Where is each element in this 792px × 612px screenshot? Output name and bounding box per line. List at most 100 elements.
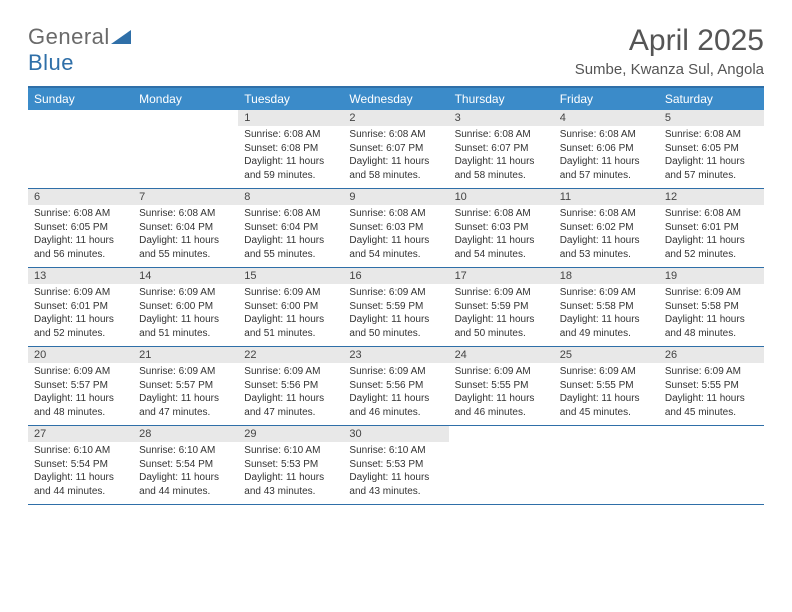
day-detail: Sunrise: 6:09 AMSunset: 6:01 PMDaylight:… [28,284,133,344]
day-cell-empty [659,426,764,504]
day-detail: Sunrise: 6:08 AMSunset: 6:04 PMDaylight:… [238,205,343,265]
day-detail: Sunrise: 6:08 AMSunset: 6:04 PMDaylight:… [133,205,238,265]
day-cell-22: 22Sunrise: 6:09 AMSunset: 5:56 PMDayligh… [238,347,343,425]
day-detail: Sunrise: 6:09 AMSunset: 5:58 PMDaylight:… [554,284,659,344]
day-number [133,110,238,126]
day-number: 19 [659,268,764,284]
day-number: 20 [28,347,133,363]
day-number: 28 [133,426,238,442]
day-cell-empty [449,426,554,504]
day-number: 2 [343,110,448,126]
day-number: 15 [238,268,343,284]
day-detail: Sunrise: 6:09 AMSunset: 6:00 PMDaylight:… [133,284,238,344]
day-number: 25 [554,347,659,363]
day-number: 27 [28,426,133,442]
day-number: 12 [659,189,764,205]
day-cell-17: 17Sunrise: 6:09 AMSunset: 5:59 PMDayligh… [449,268,554,346]
day-cell-23: 23Sunrise: 6:09 AMSunset: 5:56 PMDayligh… [343,347,448,425]
brand-logo: GeneralBlue [28,24,131,76]
brand-part2: Blue [28,50,74,75]
day-cell-5: 5Sunrise: 6:08 AMSunset: 6:05 PMDaylight… [659,110,764,188]
title-block: April 2025 Sumbe, Kwanza Sul, Angola [575,24,764,78]
day-number: 18 [554,268,659,284]
location-text: Sumbe, Kwanza Sul, Angola [575,61,764,78]
day-cell-1: 1Sunrise: 6:08 AMSunset: 6:08 PMDaylight… [238,110,343,188]
day-detail: Sunrise: 6:09 AMSunset: 5:57 PMDaylight:… [28,363,133,423]
day-detail: Sunrise: 6:09 AMSunset: 5:57 PMDaylight:… [133,363,238,423]
day-cell-29: 29Sunrise: 6:10 AMSunset: 5:53 PMDayligh… [238,426,343,504]
day-cell-27: 27Sunrise: 6:10 AMSunset: 5:54 PMDayligh… [28,426,133,504]
day-detail: Sunrise: 6:09 AMSunset: 6:00 PMDaylight:… [238,284,343,344]
day-detail: Sunrise: 6:09 AMSunset: 5:56 PMDaylight:… [238,363,343,423]
header: GeneralBlue April 2025 Sumbe, Kwanza Sul… [28,24,764,78]
day-cell-21: 21Sunrise: 6:09 AMSunset: 5:57 PMDayligh… [133,347,238,425]
day-detail: Sunrise: 6:09 AMSunset: 5:59 PMDaylight:… [343,284,448,344]
day-detail: Sunrise: 6:09 AMSunset: 5:55 PMDaylight:… [554,363,659,423]
day-number [554,426,659,442]
calendar-week: 20Sunrise: 6:09 AMSunset: 5:57 PMDayligh… [28,347,764,426]
day-cell-20: 20Sunrise: 6:09 AMSunset: 5:57 PMDayligh… [28,347,133,425]
day-detail: Sunrise: 6:08 AMSunset: 6:06 PMDaylight:… [554,126,659,186]
day-cell-26: 26Sunrise: 6:09 AMSunset: 5:55 PMDayligh… [659,347,764,425]
day-cell-6: 6Sunrise: 6:08 AMSunset: 6:05 PMDaylight… [28,189,133,267]
calendar-week: 6Sunrise: 6:08 AMSunset: 6:05 PMDaylight… [28,189,764,268]
day-cell-8: 8Sunrise: 6:08 AMSunset: 6:04 PMDaylight… [238,189,343,267]
dow-wednesday: Wednesday [343,88,448,110]
day-detail: Sunrise: 6:09 AMSunset: 5:56 PMDaylight:… [343,363,448,423]
day-number: 14 [133,268,238,284]
dow-friday: Friday [554,88,659,110]
day-cell-11: 11Sunrise: 6:08 AMSunset: 6:02 PMDayligh… [554,189,659,267]
page-title: April 2025 [575,24,764,57]
day-detail: Sunrise: 6:08 AMSunset: 6:07 PMDaylight:… [449,126,554,186]
day-number [449,426,554,442]
day-number: 13 [28,268,133,284]
day-detail: Sunrise: 6:08 AMSunset: 6:03 PMDaylight:… [343,205,448,265]
day-number: 17 [449,268,554,284]
day-number: 11 [554,189,659,205]
day-cell-15: 15Sunrise: 6:09 AMSunset: 6:00 PMDayligh… [238,268,343,346]
calendar-week: 1Sunrise: 6:08 AMSunset: 6:08 PMDaylight… [28,110,764,189]
day-number: 26 [659,347,764,363]
day-number: 24 [449,347,554,363]
day-cell-2: 2Sunrise: 6:08 AMSunset: 6:07 PMDaylight… [343,110,448,188]
day-cell-14: 14Sunrise: 6:09 AMSunset: 6:00 PMDayligh… [133,268,238,346]
day-cell-24: 24Sunrise: 6:09 AMSunset: 5:55 PMDayligh… [449,347,554,425]
day-number: 29 [238,426,343,442]
day-cell-30: 30Sunrise: 6:10 AMSunset: 5:53 PMDayligh… [343,426,448,504]
day-cell-empty [133,110,238,188]
day-detail: Sunrise: 6:08 AMSunset: 6:05 PMDaylight:… [28,205,133,265]
day-number: 1 [238,110,343,126]
day-detail: Sunrise: 6:08 AMSunset: 6:02 PMDaylight:… [554,205,659,265]
day-detail: Sunrise: 6:08 AMSunset: 6:01 PMDaylight:… [659,205,764,265]
day-cell-16: 16Sunrise: 6:09 AMSunset: 5:59 PMDayligh… [343,268,448,346]
calendar-week: 27Sunrise: 6:10 AMSunset: 5:54 PMDayligh… [28,426,764,505]
day-detail: Sunrise: 6:10 AMSunset: 5:53 PMDaylight:… [343,442,448,502]
day-detail: Sunrise: 6:10 AMSunset: 5:53 PMDaylight:… [238,442,343,502]
day-number: 22 [238,347,343,363]
calendar-table: SundayMondayTuesdayWednesdayThursdayFrid… [28,86,764,505]
day-number: 3 [449,110,554,126]
day-number [28,110,133,126]
dow-tuesday: Tuesday [238,88,343,110]
day-cell-4: 4Sunrise: 6:08 AMSunset: 6:06 PMDaylight… [554,110,659,188]
day-number: 16 [343,268,448,284]
day-number [659,426,764,442]
day-number: 30 [343,426,448,442]
day-number: 23 [343,347,448,363]
day-number: 7 [133,189,238,205]
brand-part1: General [28,24,110,49]
brand-text: GeneralBlue [28,24,131,76]
day-cell-13: 13Sunrise: 6:09 AMSunset: 6:01 PMDayligh… [28,268,133,346]
day-cell-25: 25Sunrise: 6:09 AMSunset: 5:55 PMDayligh… [554,347,659,425]
day-number: 4 [554,110,659,126]
day-detail: Sunrise: 6:09 AMSunset: 5:59 PMDaylight:… [449,284,554,344]
day-detail: Sunrise: 6:08 AMSunset: 6:05 PMDaylight:… [659,126,764,186]
dow-monday: Monday [133,88,238,110]
day-detail: Sunrise: 6:10 AMSunset: 5:54 PMDaylight:… [133,442,238,502]
day-cell-9: 9Sunrise: 6:08 AMSunset: 6:03 PMDaylight… [343,189,448,267]
day-cell-3: 3Sunrise: 6:08 AMSunset: 6:07 PMDaylight… [449,110,554,188]
day-cell-empty [554,426,659,504]
day-of-week-header: SundayMondayTuesdayWednesdayThursdayFrid… [28,88,764,110]
calendar-body: 1Sunrise: 6:08 AMSunset: 6:08 PMDaylight… [28,110,764,505]
day-number: 6 [28,189,133,205]
